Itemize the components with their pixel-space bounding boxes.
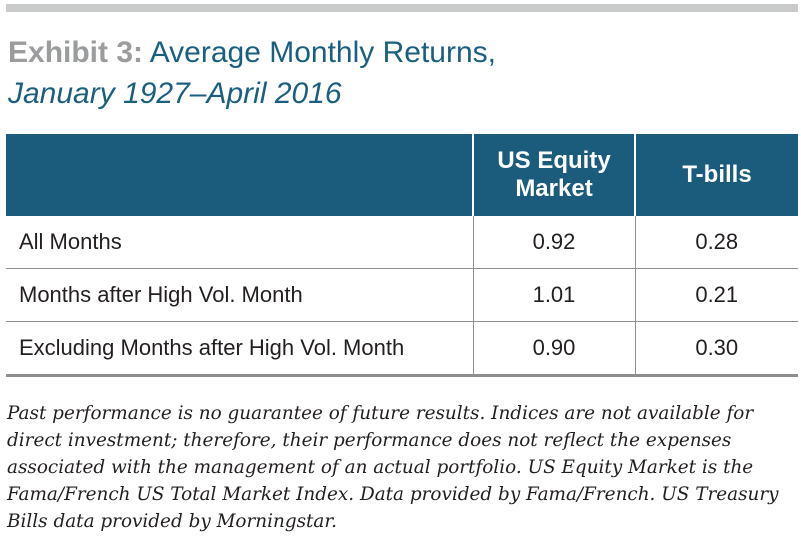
exhibit-subtitle: January 1927–April 2016 — [8, 77, 342, 110]
row-label: Months after High Vol. Month — [6, 268, 473, 322]
table-row: Months after High Vol. Month 1.01 0.21 — [6, 268, 798, 322]
us-equity-value: 0.90 — [472, 321, 635, 377]
table-row: Excluding Months after High Vol. Month 0… — [6, 321, 798, 377]
header-us-equity: US Equity Market — [472, 134, 635, 216]
us-equity-value: 1.01 — [472, 268, 635, 322]
row-label: Excluding Months after High Vol. Month — [6, 321, 473, 377]
t-bills-value: 0.28 — [634, 216, 798, 269]
returns-table: US Equity Market T-bills All Months 0.92… — [6, 134, 798, 377]
exhibit-title: Exhibit 3: Average Monthly Returns, — [8, 33, 496, 73]
header-stub — [6, 134, 473, 216]
header-row: US Equity Market T-bills — [6, 134, 798, 216]
row-label: All Months — [6, 216, 473, 269]
disclaimer-footnote: Past performance is no guarantee of futu… — [7, 403, 779, 532]
exhibit-title-text: Average Monthly Returns, — [149, 36, 496, 69]
exhibit-number: Exhibit 3: — [8, 36, 144, 69]
us-equity-value: 0.92 — [472, 216, 635, 269]
t-bills-value: 0.30 — [634, 321, 798, 377]
header-t-bills: T-bills — [634, 134, 798, 216]
t-bills-value: 0.21 — [634, 268, 798, 322]
table-row: All Months 0.92 0.28 — [6, 216, 798, 269]
top-rule — [6, 4, 798, 12]
